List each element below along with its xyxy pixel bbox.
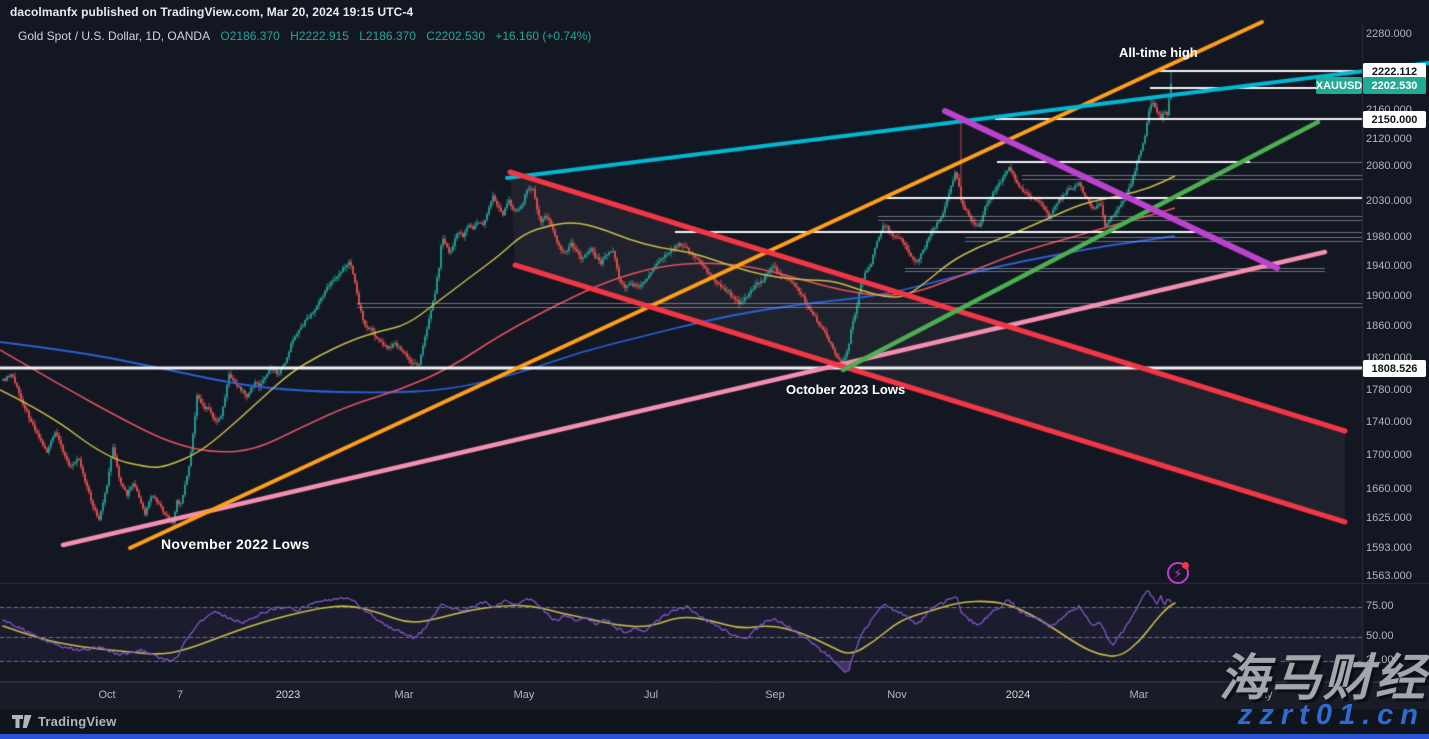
time-tick-label: 7 xyxy=(176,689,184,701)
watermark-site-url: zzrt01.cn xyxy=(1237,699,1425,731)
time-tick-label: May xyxy=(1251,689,1273,701)
price-tick-label: 1660.000 xyxy=(1366,483,1412,495)
price-tick-label: 1780.000 xyxy=(1366,384,1412,396)
price-label-1808: 1808.526 xyxy=(1363,360,1426,377)
tradingview-logo-text: TradingView xyxy=(38,714,117,729)
annotation-november-2022-lows[interactable]: November 2022 Lows xyxy=(161,536,310,552)
ohlc-close: C2202.530 xyxy=(426,29,486,43)
publisher-bar: dacolmanfx published on TradingView.com,… xyxy=(10,5,413,19)
time-axis[interactable] xyxy=(0,682,1429,710)
time-tick-label: Oct xyxy=(98,689,116,701)
tradingview-logo[interactable]: TradingView xyxy=(12,714,117,729)
symbol-legend[interactable]: Gold Spot / U.S. Dollar, 1D, OANDA O2186… xyxy=(18,29,598,43)
price-label-current: 2202.530 xyxy=(1363,77,1426,94)
time-tick-label: 2024 xyxy=(1005,689,1031,701)
time-tick-label: May xyxy=(513,689,535,701)
symbol-title: Gold Spot / U.S. Dollar, 1D, OANDA xyxy=(18,29,211,43)
price-tick-label: 1700.000 xyxy=(1366,449,1412,461)
publisher-text: dacolmanfx published on TradingView.com,… xyxy=(10,5,414,19)
time-tick-label: Mar xyxy=(1129,689,1149,701)
price-tick-label: 1625.000 xyxy=(1366,512,1412,524)
ohlc-open: O2186.370 xyxy=(220,29,280,43)
watermark-site-name: 海马财经 xyxy=(1219,650,1427,706)
price-tick-label: 2120.000 xyxy=(1366,133,1412,145)
ohlc-low: L2186.370 xyxy=(359,29,416,43)
time-tick-label: Nov xyxy=(887,689,907,701)
time-tick-label: Jul xyxy=(643,689,659,701)
price-tick-label: 1980.000 xyxy=(1366,231,1412,243)
annotation-october-2023-lows[interactable]: October 2023 Lows xyxy=(786,382,906,397)
price-tick-label: 1593.000 xyxy=(1366,542,1412,554)
rsi-tick-label: 75.00 xyxy=(1366,600,1394,612)
price-label-2150: 2150.000 xyxy=(1363,111,1426,128)
symbol-price-badge: XAUUSD xyxy=(1316,77,1362,94)
lightning-bolt-icon: ⚡ xyxy=(1173,565,1183,581)
flash-idea-icon[interactable]: ⚡ xyxy=(1167,562,1189,584)
price-tick-label: 1940.000 xyxy=(1366,260,1412,272)
rsi-tick-label: 50.00 xyxy=(1366,630,1394,642)
price-tick-label: 2080.000 xyxy=(1366,160,1412,172)
price-tick-label: 1563.000 xyxy=(1366,570,1412,582)
ohlc-change: +16.160 (+0.74%) xyxy=(495,29,592,43)
time-tick-label: Sep xyxy=(765,689,785,701)
annotation-all-time-high[interactable]: All-time high xyxy=(1119,45,1198,60)
time-tick-label: 2023 xyxy=(275,689,301,701)
price-tick-label: 2280.000 xyxy=(1366,28,1412,40)
notification-dot xyxy=(1182,562,1189,569)
bottom-accent-strip xyxy=(0,734,1429,739)
price-tick-label: 1860.000 xyxy=(1366,320,1412,332)
rsi-tick-label: 25.00 xyxy=(1366,654,1394,666)
ohlc-high: H2222.915 xyxy=(290,29,349,43)
price-tick-label: 2030.000 xyxy=(1366,195,1412,207)
price-label-all-time-high: 2222.112 xyxy=(1363,63,1426,80)
tradingview-logo-icon xyxy=(12,714,32,728)
time-tick-label: Mar xyxy=(394,689,414,701)
price-tick-label: 1740.000 xyxy=(1366,416,1412,428)
price-tick-label: 1900.000 xyxy=(1366,290,1412,302)
bottom-toolbar xyxy=(0,709,1429,734)
